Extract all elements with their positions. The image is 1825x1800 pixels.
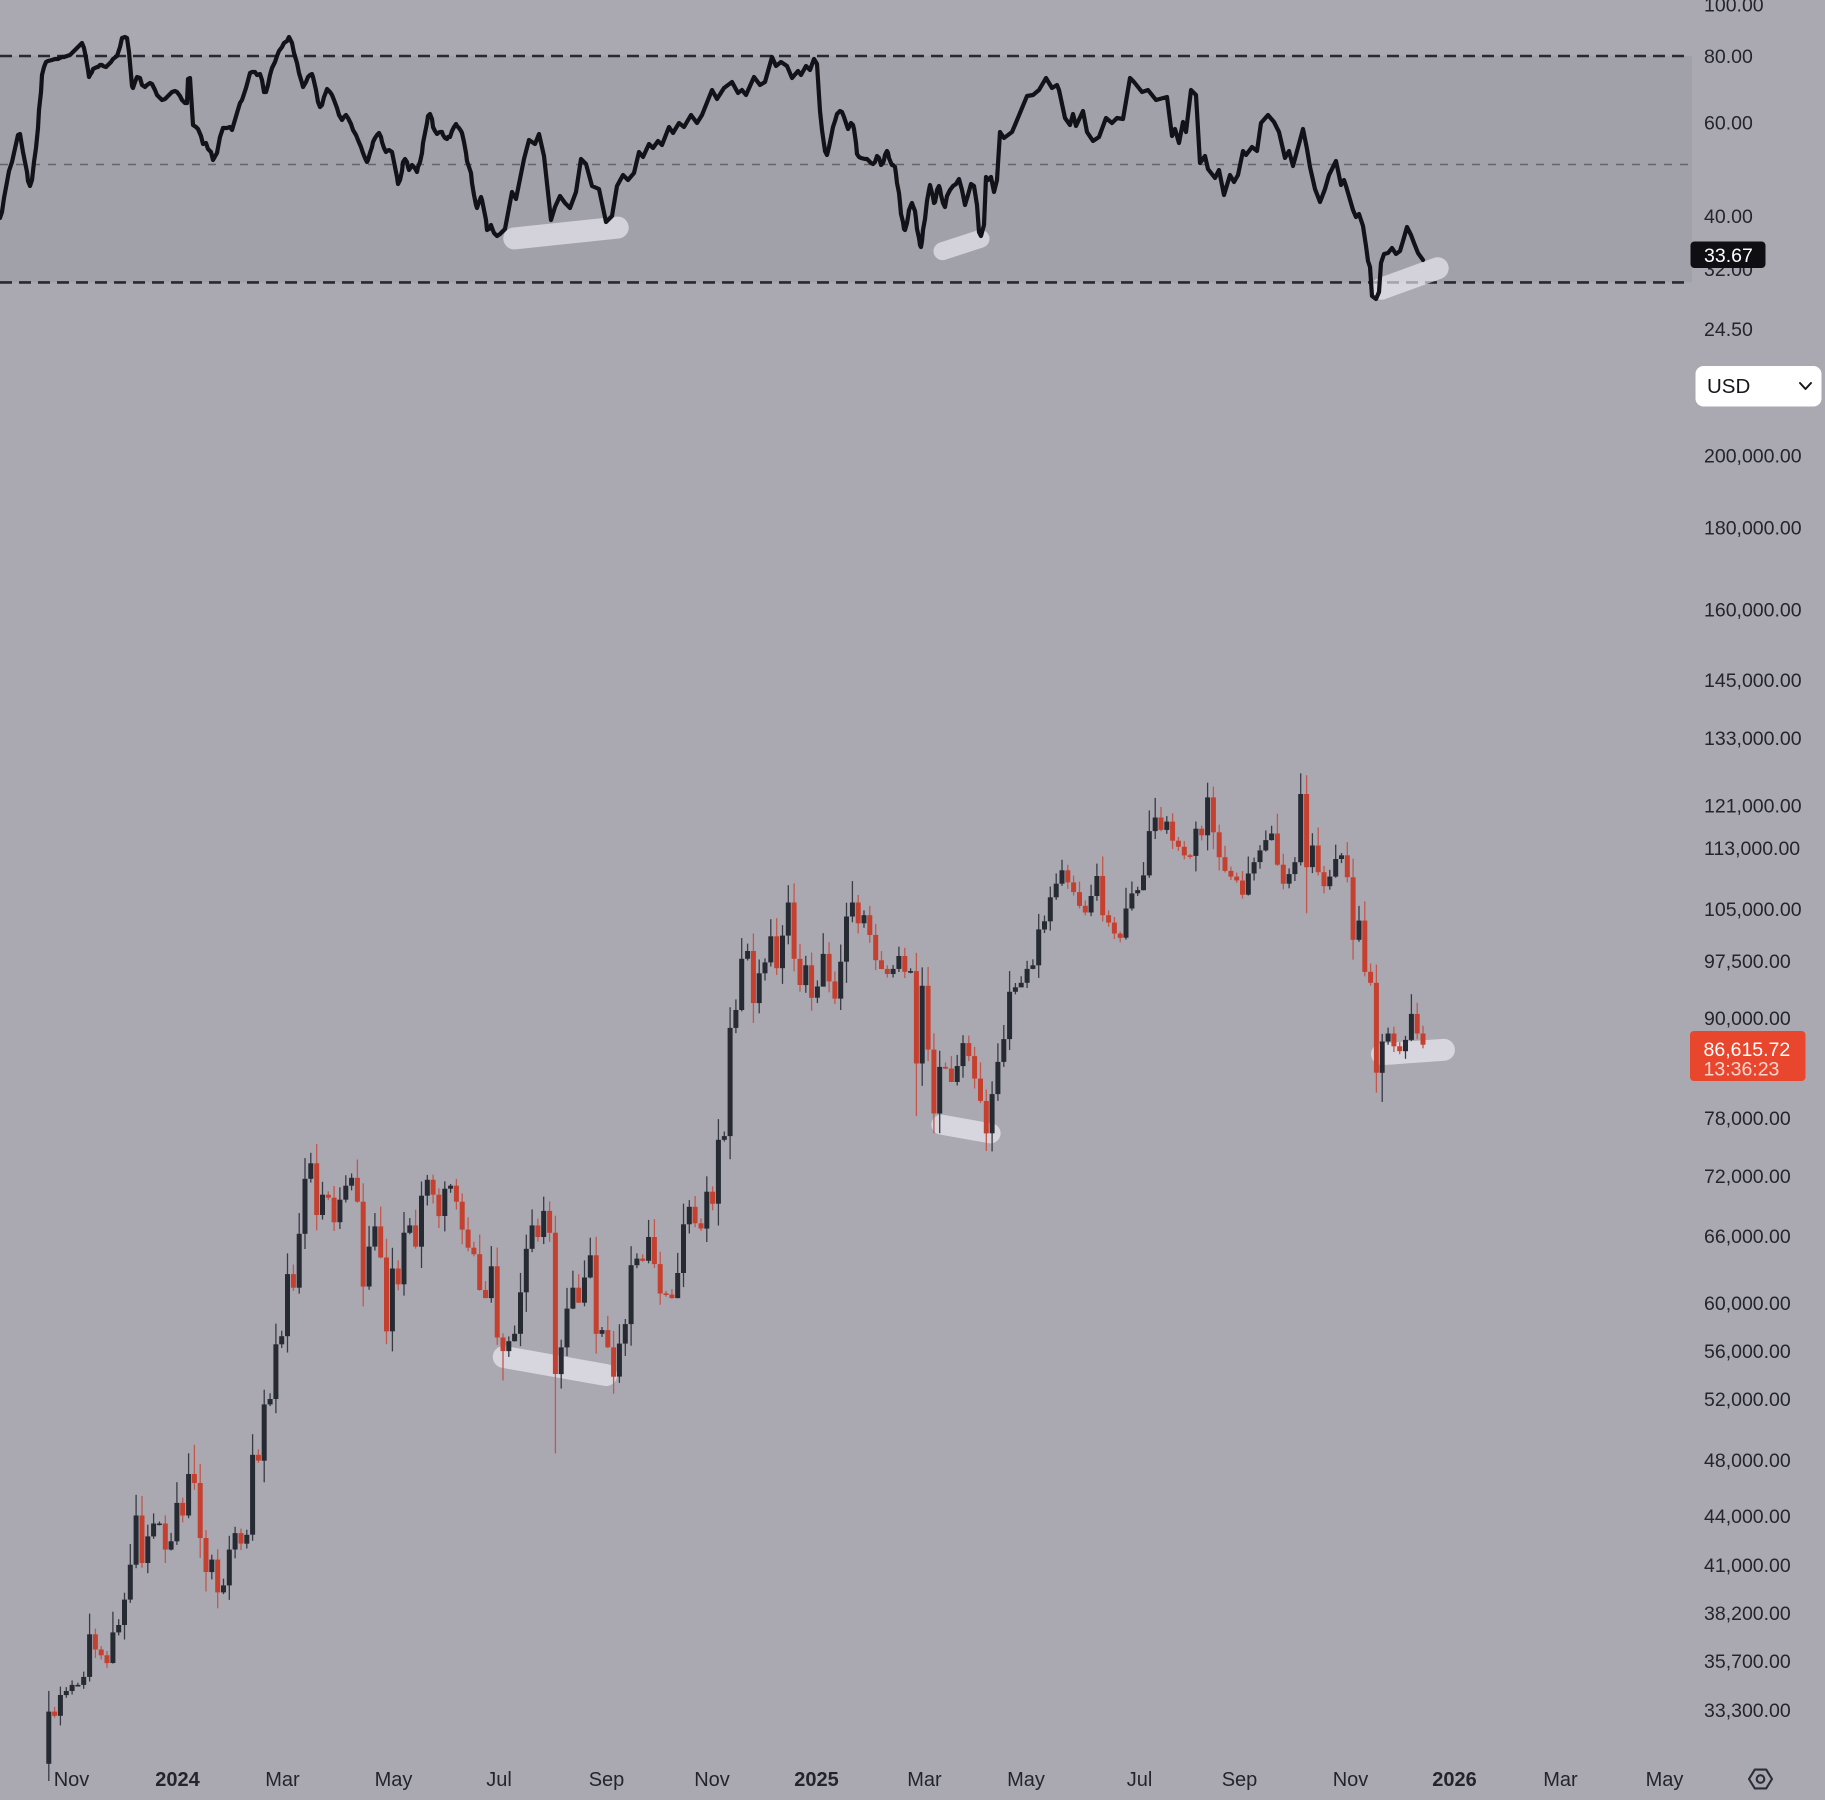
svg-text:Jul: Jul [486,1769,512,1791]
svg-text:33,300.00: 33,300.00 [1704,1700,1791,1722]
svg-text:Mar: Mar [265,1769,300,1791]
svg-text:13:36:23: 13:36:23 [1704,1059,1780,1081]
svg-text:72,000.00: 72,000.00 [1704,1166,1791,1188]
svg-text:33.67: 33.67 [1704,245,1753,267]
svg-text:60.00: 60.00 [1704,112,1753,134]
svg-text:48,000.00: 48,000.00 [1704,1450,1791,1472]
svg-text:Sep: Sep [1222,1769,1258,1791]
svg-text:44,000.00: 44,000.00 [1704,1506,1791,1528]
svg-text:Nov: Nov [1333,1769,1369,1791]
svg-text:145,000.00: 145,000.00 [1704,670,1802,692]
svg-text:90,000.00: 90,000.00 [1704,1008,1791,1030]
svg-text:24.50: 24.50 [1704,319,1753,341]
svg-text:2026: 2026 [1432,1769,1477,1791]
svg-text:Nov: Nov [694,1769,730,1791]
svg-text:35,700.00: 35,700.00 [1704,1651,1791,1673]
svg-text:Sep: Sep [589,1769,625,1791]
svg-text:Jul: Jul [1127,1769,1153,1791]
svg-text:52,000.00: 52,000.00 [1704,1389,1791,1411]
svg-text:200,000.00: 200,000.00 [1704,446,1802,468]
svg-text:41,000.00: 41,000.00 [1704,1555,1791,1577]
svg-text:97,500.00: 97,500.00 [1704,951,1791,973]
svg-text:86,615.72: 86,615.72 [1704,1039,1791,1061]
svg-text:78,000.00: 78,000.00 [1704,1108,1791,1130]
svg-text:Mar: Mar [1543,1769,1578,1791]
svg-text:60,000.00: 60,000.00 [1704,1293,1791,1315]
svg-text:38,200.00: 38,200.00 [1704,1603,1791,1625]
svg-text:100.00: 100.00 [1704,0,1764,17]
svg-text:56,000.00: 56,000.00 [1704,1341,1791,1363]
svg-text:121,000.00: 121,000.00 [1704,795,1802,817]
svg-text:80.00: 80.00 [1704,46,1753,68]
svg-text:105,000.00: 105,000.00 [1704,899,1802,921]
svg-text:160,000.00: 160,000.00 [1704,600,1802,622]
svg-text:May: May [375,1769,413,1791]
svg-text:Nov: Nov [54,1769,90,1791]
svg-text:USD: USD [1707,375,1750,398]
svg-text:66,000.00: 66,000.00 [1704,1226,1791,1248]
svg-text:113,000.00: 113,000.00 [1704,838,1800,860]
svg-text:133,000.00: 133,000.00 [1704,728,1802,750]
svg-text:40.00: 40.00 [1704,206,1753,228]
svg-text:180,000.00: 180,000.00 [1704,518,1802,540]
svg-text:May: May [1007,1769,1045,1791]
svg-text:May: May [1646,1769,1684,1791]
svg-text:2024: 2024 [155,1769,200,1791]
svg-text:2025: 2025 [794,1769,839,1791]
svg-text:Mar: Mar [907,1769,942,1791]
